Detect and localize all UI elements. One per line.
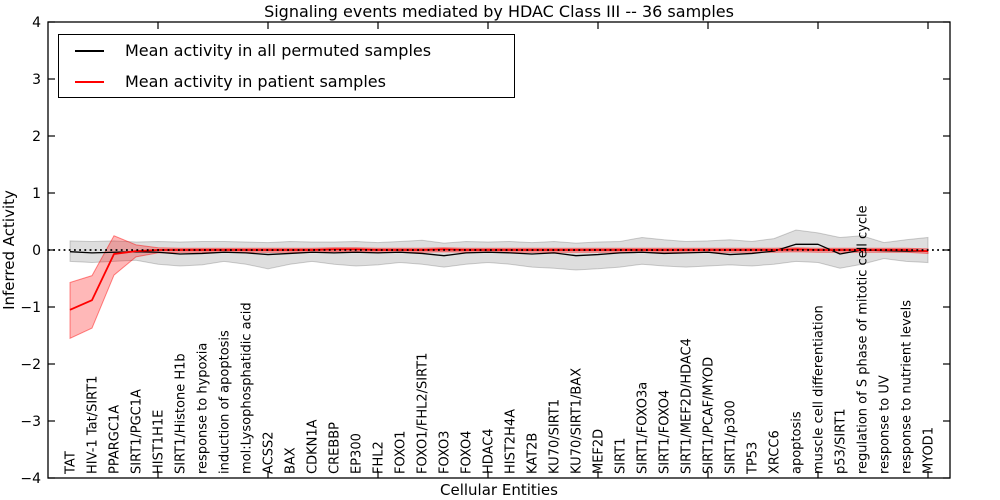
x-category-label: FOXO1 <box>394 431 409 474</box>
x-category-label: response to hypoxia <box>196 343 211 474</box>
y-tick-label: 1 <box>32 186 41 202</box>
x-category-label: TP53 <box>746 442 761 475</box>
x-category-label: SIRT1/FOXO3a <box>636 382 651 474</box>
x-category-label: EP300 <box>350 433 365 474</box>
y-tick-label: −2 <box>20 357 41 373</box>
patient-std-band <box>69 235 929 340</box>
legend-line-red <box>75 80 104 83</box>
x-category-label: SIRT1/PGC1A <box>130 389 145 474</box>
x-category-label: regulation of S phase of mitotic cell cy… <box>856 205 871 474</box>
x-category-label: KU70/SIRT1 <box>548 399 563 474</box>
x-axis-label: Cellular Entities <box>440 481 558 499</box>
x-category-label: ACSS2 <box>262 431 277 474</box>
y-tick-label: 2 <box>32 129 41 145</box>
legend-label: Mean activity in patient samples <box>125 71 386 91</box>
x-category-label: BAX <box>284 447 299 474</box>
x-category-label: apoptosis <box>790 411 805 474</box>
x-category-label: mol:Lysophosphatidic acid <box>240 302 255 474</box>
y-axis-label: Inferred Activity <box>0 190 18 310</box>
x-category-label: SIRT1 <box>614 438 629 474</box>
legend: Mean activity in all permuted samples Me… <box>58 34 515 98</box>
x-category-label: SIRT1/p300 <box>724 400 739 474</box>
x-category-label: HIST2H4A <box>504 409 519 474</box>
x-category-label: FOXO3 <box>438 431 453 474</box>
y-tick-label: −1 <box>20 300 41 316</box>
x-category-label: HIST1H1E <box>152 410 167 474</box>
x-category-label: muscle cell differentiation <box>812 305 827 474</box>
x-category-label: SIRT1/PCAF/MYOD <box>702 357 717 474</box>
x-category-label: MYOD1 <box>922 427 937 474</box>
legend-item-permuted: Mean activity in all permuted samples <box>59 35 514 66</box>
x-category-label: SIRT1/MEF2D/HDAC4 <box>680 338 695 474</box>
x-category-label: SIRT1/FOXO4 <box>658 390 673 474</box>
x-category-label: p53/SIRT1 <box>834 408 849 474</box>
x-category-label: FHL2 <box>372 441 387 474</box>
chart-title: Signaling events mediated by HDAC Class … <box>264 2 734 21</box>
x-category-label: CDKN1A <box>306 419 321 474</box>
axes-frame <box>47 21 951 479</box>
x-category-label: CREBBP <box>328 422 343 474</box>
x-category-label: FOXO1/FHL2/SIRT1 <box>416 353 431 474</box>
x-category-label: KAT2B <box>526 433 541 474</box>
x-category-label: MEF2D <box>592 429 607 474</box>
legend-item-patient: Mean activity in patient samples <box>59 66 514 97</box>
x-category-label: KU70/SIRT1/BAX <box>570 368 585 474</box>
x-category-label: TAT <box>64 451 79 475</box>
y-tick-label: 0 <box>32 243 41 259</box>
x-category-label: HDAC4 <box>482 428 497 474</box>
permuted-mean-line <box>69 243 928 257</box>
x-category-label: FOXO4 <box>460 431 475 474</box>
y-tick-label: −3 <box>20 414 41 430</box>
y-tick-label: 4 <box>32 15 41 31</box>
x-category-label: XRCC6 <box>768 430 783 474</box>
x-category-label: HIV-1 Tat/SIRT1 <box>86 376 101 474</box>
x-category-label: SIRT1/Histone H1b <box>174 353 189 474</box>
y-tick-label: 3 <box>32 72 41 88</box>
x-category-label: response to nutrient levels <box>900 300 915 474</box>
x-category-label: PPARGC1A <box>108 405 123 474</box>
legend-line-black <box>75 49 104 52</box>
x-category-label: response to UV <box>878 375 893 474</box>
x-category-label: induction of apoptosis <box>218 330 233 474</box>
legend-label: Mean activity in all permuted samples <box>125 40 432 60</box>
patient-mean-line <box>69 248 929 311</box>
y-tick-label: −4 <box>20 471 41 487</box>
